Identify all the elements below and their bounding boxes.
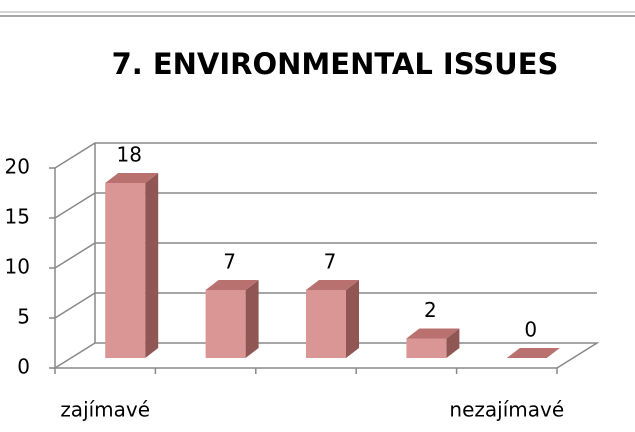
bar-face — [306, 289, 346, 358]
value-label: 18 — [116, 143, 141, 167]
y-tick-label: 0 — [17, 355, 30, 379]
bar — [406, 328, 460, 358]
value-label: 7 — [223, 249, 236, 273]
bar-face — [306, 279, 359, 290]
bar-face — [205, 279, 259, 290]
bar — [506, 348, 560, 358]
bar-face — [406, 328, 460, 339]
x-tick-label: zajímavé — [60, 398, 150, 422]
value-label: 7 — [324, 249, 337, 273]
bar-face — [506, 348, 560, 358]
x-tick-label: nezajímavé — [449, 398, 564, 422]
y-tick-label: 15 — [5, 205, 30, 229]
y-tick-label: 10 — [5, 255, 30, 279]
value-label: 2 — [424, 298, 437, 322]
y-tick-label: 5 — [17, 305, 30, 329]
bar-face — [245, 279, 259, 358]
bar — [105, 173, 159, 358]
bar-face — [145, 173, 159, 358]
value-label: 0 — [524, 318, 537, 342]
bar-face — [446, 328, 460, 358]
bar-face — [105, 173, 159, 183]
bar — [205, 279, 259, 358]
bar-face — [205, 289, 246, 358]
bar — [306, 279, 359, 358]
y-tick-label: 20 — [5, 155, 30, 179]
bar-face — [105, 183, 146, 358]
bar-face — [406, 338, 447, 358]
chart-title: 7. ENVIRONMENTAL ISSUES — [112, 47, 559, 81]
bar-face — [346, 279, 359, 358]
